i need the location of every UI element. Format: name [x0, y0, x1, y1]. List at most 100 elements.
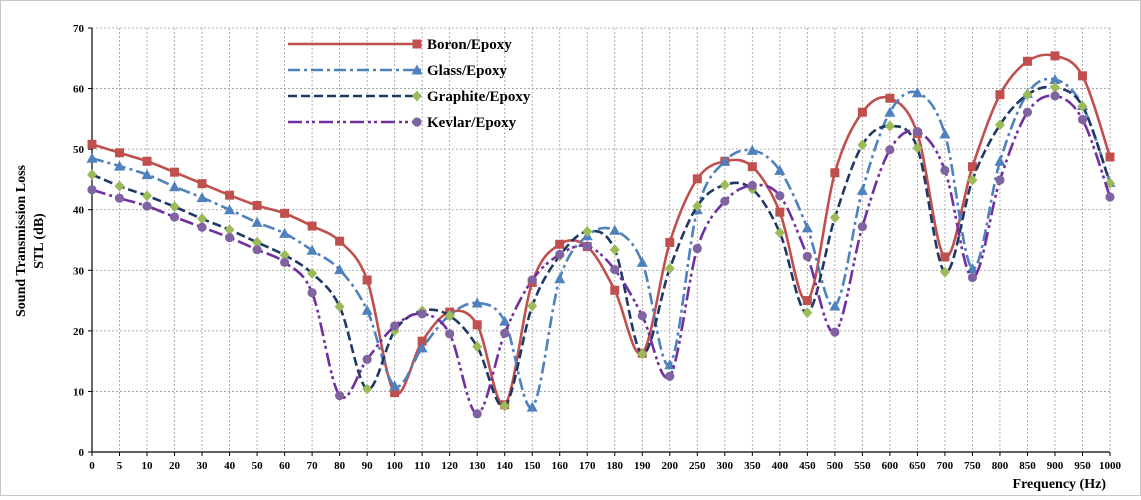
data-point-boron-epoxy	[87, 139, 97, 149]
data-point-boron-epoxy	[390, 388, 400, 398]
x-tick-label: 950	[1074, 460, 1091, 472]
data-point-kevlar-epoxy	[142, 201, 152, 211]
data-point-kevlar-epoxy	[967, 272, 978, 283]
legend-item-boron-epoxy: Boron/Epoxy	[288, 37, 512, 53]
data-point-boron-epoxy	[967, 162, 977, 172]
data-point-glass-epoxy	[389, 380, 401, 391]
data-point-kevlar-epoxy	[1077, 114, 1088, 125]
data-point-glass-epoxy	[306, 244, 318, 255]
data-point-kevlar-epoxy	[87, 185, 97, 195]
data-point-glass-epoxy	[526, 401, 538, 412]
data-point-glass-epoxy	[279, 227, 291, 238]
series-line-glass-epoxy	[91, 77, 1112, 409]
data-point-graphite-epoxy	[582, 226, 593, 238]
data-point-graphite-epoxy	[884, 120, 895, 132]
data-point-graphite-epoxy	[939, 266, 950, 278]
data-point-graphite-epoxy	[802, 307, 813, 319]
y-tick-label: 0	[79, 447, 85, 459]
data-point-glass-epoxy	[1049, 73, 1061, 84]
y-tick-label: 10	[73, 386, 85, 398]
x-tick-label: 1000	[1099, 460, 1122, 472]
data-point-kevlar-epoxy	[885, 145, 895, 155]
x-tick-label: 190	[634, 460, 651, 472]
data-point-kevlar-epoxy	[169, 212, 180, 222]
data-point-boron-epoxy	[197, 179, 207, 189]
data-point-graphite-epoxy	[1077, 100, 1088, 112]
x-tick-label: 550	[854, 460, 871, 472]
y-tick-label: 60	[73, 84, 85, 96]
data-point-boron-epoxy	[940, 252, 950, 262]
data-point-glass-epoxy	[801, 222, 813, 233]
data-point-graphite-epoxy	[719, 179, 730, 191]
legend-label: Boron/Epoxy	[427, 37, 512, 53]
data-point-boron-epoxy	[802, 296, 812, 306]
x-tick-label: 70	[307, 460, 319, 472]
x-tick-label: 650	[909, 460, 926, 472]
data-point-kevlar-epoxy	[940, 165, 950, 175]
legend-marker	[412, 39, 422, 49]
data-point-kevlar-epoxy	[500, 328, 510, 338]
data-point-graphite-epoxy	[499, 400, 510, 412]
data-point-boron-epoxy	[555, 239, 565, 249]
data-point-boron-epoxy	[225, 190, 235, 200]
data-point-boron-epoxy	[747, 162, 757, 172]
data-point-graphite-epoxy	[224, 224, 235, 236]
x-tick-label: 300	[717, 460, 734, 472]
data-point-boron-epoxy	[775, 207, 785, 217]
data-point-kevlar-epoxy	[1050, 91, 1060, 101]
data-point-boron-epoxy	[995, 90, 1005, 100]
data-point-kevlar-epoxy	[610, 265, 620, 275]
data-point-glass-epoxy	[856, 184, 868, 195]
x-tick-label: 130	[469, 460, 486, 472]
x-tick-label: 50	[252, 460, 264, 472]
legend-label: Glass/Epoxy	[427, 63, 508, 79]
data-point-kevlar-epoxy	[197, 222, 207, 232]
data-point-kevlar-epoxy	[224, 232, 235, 243]
data-point-boron-epoxy	[1077, 71, 1087, 81]
data-point-glass-epoxy	[884, 106, 896, 117]
data-point-boron-epoxy	[280, 208, 290, 218]
data-point-glass-epoxy	[774, 164, 786, 175]
x-tick-label: 250	[689, 460, 706, 472]
data-point-graphite-epoxy	[142, 190, 153, 202]
x-tick-label: 20	[169, 460, 181, 472]
data-point-graphite-epoxy	[527, 300, 538, 312]
series-kevlar-epoxy	[87, 91, 1115, 419]
data-point-kevlar-epoxy	[527, 275, 537, 285]
series-layer	[86, 51, 1116, 419]
data-point-kevlar-epoxy	[252, 245, 262, 255]
series-line-kevlar-epoxy	[91, 94, 1112, 416]
data-point-boron-epoxy	[610, 285, 620, 295]
x-tick-label: 900	[1047, 460, 1064, 472]
y-tick-label: 40	[73, 205, 85, 217]
data-point-graphite-epoxy	[279, 249, 290, 261]
data-point-kevlar-epoxy	[692, 243, 702, 254]
x-tick-label: 180	[607, 460, 624, 472]
legend-label: Kevlar/Epoxy	[427, 115, 517, 131]
y-axis-title-line1: Sound Transmission Loss	[14, 164, 29, 317]
data-point-kevlar-epoxy	[362, 354, 372, 364]
data-point-kevlar-epoxy	[114, 193, 125, 203]
data-point-graphite-epoxy	[637, 348, 648, 360]
data-point-kevlar-epoxy	[912, 126, 923, 137]
data-point-kevlar-epoxy	[417, 309, 427, 319]
data-point-glass-epoxy	[196, 192, 208, 203]
legend-item-glass-epoxy: Glass/Epoxy	[288, 63, 508, 79]
data-point-boron-epoxy	[857, 107, 867, 117]
data-point-graphite-epoxy	[912, 142, 923, 154]
x-tick-label: 40	[224, 460, 236, 472]
data-point-glass-epoxy	[499, 315, 511, 326]
x-tick-label: 170	[579, 460, 596, 472]
data-point-graphite-epoxy	[362, 383, 373, 395]
series-graphite-epoxy	[87, 81, 1115, 412]
x-tick-label: 0	[89, 460, 95, 472]
data-point-kevlar-epoxy	[555, 249, 565, 260]
x-tick-label: 140	[496, 460, 513, 472]
data-point-glass-epoxy	[554, 273, 566, 284]
data-point-glass-epoxy	[636, 256, 648, 267]
x-tick-label: 160	[551, 460, 568, 472]
x-tick-label: 120	[441, 460, 458, 472]
data-point-boron-epoxy	[115, 148, 125, 158]
data-point-boron-epoxy	[1022, 56, 1032, 66]
